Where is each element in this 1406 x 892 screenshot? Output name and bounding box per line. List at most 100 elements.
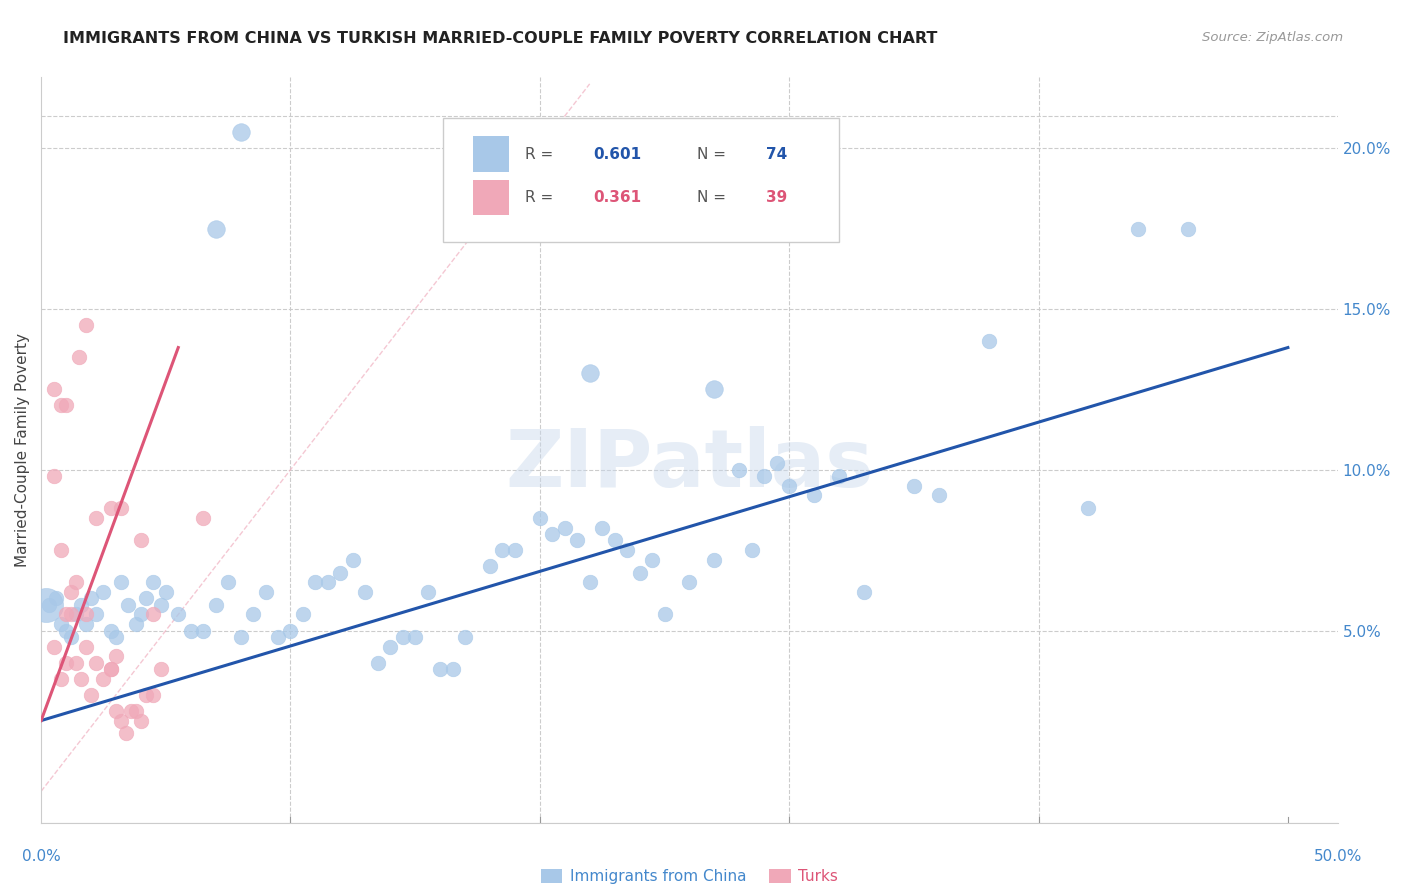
- Point: [100, 662, 122, 676]
- Point: [204, 221, 226, 235]
- Point: [115, 726, 138, 740]
- Point: [316, 575, 339, 590]
- Point: [110, 501, 132, 516]
- Point: [429, 662, 451, 676]
- Point: [291, 607, 314, 622]
- Point: [70, 598, 93, 612]
- Point: [578, 575, 600, 590]
- Point: [204, 598, 226, 612]
- Point: [55, 399, 77, 413]
- Point: [628, 566, 651, 580]
- Point: [703, 553, 725, 567]
- Point: [193, 511, 215, 525]
- Point: [120, 704, 142, 718]
- Point: [42, 383, 65, 397]
- Text: Source: ZipAtlas.com: Source: ZipAtlas.com: [1202, 31, 1343, 45]
- Point: [354, 585, 377, 599]
- Text: 0.361: 0.361: [593, 190, 641, 205]
- Point: [728, 463, 751, 477]
- Point: [149, 598, 172, 612]
- Point: [329, 566, 352, 580]
- FancyBboxPatch shape: [472, 136, 509, 172]
- Text: R =: R =: [524, 147, 553, 161]
- Point: [454, 630, 477, 644]
- Point: [229, 125, 252, 139]
- Point: [49, 543, 72, 558]
- Point: [478, 559, 501, 574]
- Point: [110, 714, 132, 728]
- Point: [135, 688, 157, 702]
- Point: [1177, 221, 1199, 235]
- Point: [149, 662, 172, 676]
- Point: [93, 672, 115, 686]
- Point: [55, 656, 77, 670]
- Point: [155, 585, 177, 599]
- Point: [100, 662, 122, 676]
- Point: [491, 543, 513, 558]
- Point: [84, 511, 107, 525]
- Point: [65, 575, 87, 590]
- Point: [142, 575, 165, 590]
- Point: [603, 533, 626, 548]
- Point: [1077, 501, 1099, 516]
- Text: N =: N =: [697, 190, 727, 205]
- Point: [60, 630, 83, 644]
- Point: [70, 672, 93, 686]
- Point: [903, 479, 925, 493]
- Point: [541, 527, 564, 541]
- Text: 39: 39: [766, 190, 787, 205]
- Point: [49, 672, 72, 686]
- Point: [129, 533, 152, 548]
- Text: 0.601: 0.601: [593, 147, 641, 161]
- Point: [84, 656, 107, 670]
- Point: [75, 640, 97, 654]
- Point: [342, 553, 364, 567]
- Point: [60, 607, 83, 622]
- Point: [167, 607, 190, 622]
- Point: [654, 607, 676, 622]
- Point: [142, 607, 165, 622]
- Text: 74: 74: [766, 147, 787, 161]
- Point: [977, 334, 1000, 348]
- Point: [129, 714, 152, 728]
- Point: [35, 598, 58, 612]
- Point: [142, 688, 165, 702]
- FancyBboxPatch shape: [443, 119, 838, 242]
- Point: [503, 543, 526, 558]
- Point: [117, 598, 139, 612]
- Point: [578, 366, 600, 380]
- Point: [104, 704, 127, 718]
- Point: [55, 607, 77, 622]
- Point: [104, 649, 127, 664]
- Point: [100, 624, 122, 638]
- Text: ZIPatlas: ZIPatlas: [505, 426, 873, 504]
- Point: [616, 543, 638, 558]
- Point: [80, 591, 103, 606]
- Point: [55, 624, 77, 638]
- Point: [42, 640, 65, 654]
- Point: [391, 630, 413, 644]
- Point: [75, 617, 97, 632]
- Point: [529, 511, 551, 525]
- Point: [754, 469, 776, 483]
- Point: [65, 607, 87, 622]
- Point: [75, 607, 97, 622]
- Point: [416, 585, 439, 599]
- Point: [1128, 221, 1150, 235]
- Text: 0.0%: 0.0%: [21, 849, 60, 863]
- Point: [554, 521, 576, 535]
- Point: [110, 575, 132, 590]
- Point: [49, 617, 72, 632]
- Point: [678, 575, 700, 590]
- Point: [828, 469, 851, 483]
- Point: [641, 553, 664, 567]
- Point: [367, 656, 389, 670]
- Point: [803, 488, 825, 502]
- Point: [45, 591, 67, 606]
- Point: [80, 688, 103, 702]
- Point: [93, 585, 115, 599]
- Point: [229, 630, 252, 644]
- Point: [193, 624, 215, 638]
- Text: 50.0%: 50.0%: [1313, 849, 1362, 863]
- Point: [765, 456, 787, 470]
